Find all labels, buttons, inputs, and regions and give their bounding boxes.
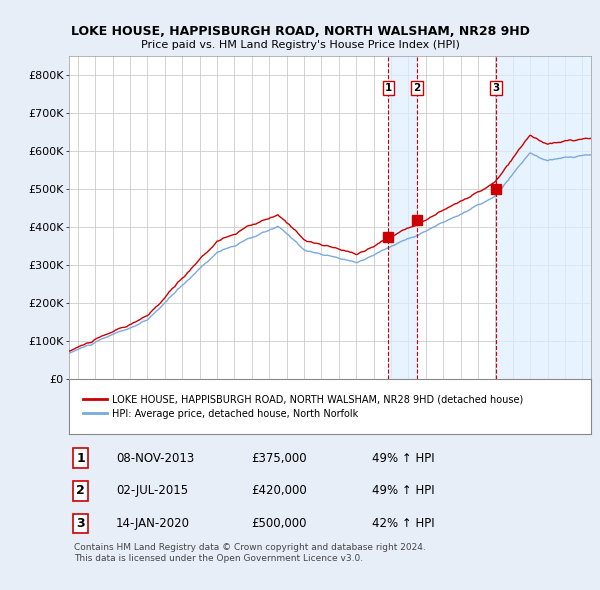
Text: 14-JAN-2020: 14-JAN-2020 [116,517,190,530]
Text: 02-JUL-2015: 02-JUL-2015 [116,484,188,497]
Text: Contains HM Land Registry data © Crown copyright and database right 2024.
This d: Contains HM Land Registry data © Crown c… [74,543,426,563]
Text: LOKE HOUSE, HAPPISBURGH ROAD, NORTH WALSHAM, NR28 9HD: LOKE HOUSE, HAPPISBURGH ROAD, NORTH WALS… [71,25,529,38]
Text: 3: 3 [76,517,85,530]
Text: 49% ↑ HPI: 49% ↑ HPI [372,484,434,497]
Text: £500,000: £500,000 [252,517,307,530]
Text: 08-NOV-2013: 08-NOV-2013 [116,451,194,464]
Text: Price paid vs. HM Land Registry's House Price Index (HPI): Price paid vs. HM Land Registry's House … [140,40,460,50]
Text: 1: 1 [385,83,392,93]
Text: £420,000: £420,000 [252,484,307,497]
Legend: LOKE HOUSE, HAPPISBURGH ROAD, NORTH WALSHAM, NR28 9HD (detached house), HPI: Ave: LOKE HOUSE, HAPPISBURGH ROAD, NORTH WALS… [79,391,527,422]
Bar [496,56,591,379]
Text: 42% ↑ HPI: 42% ↑ HPI [372,517,434,530]
Text: 1: 1 [76,451,85,464]
Text: £375,000: £375,000 [252,451,307,464]
Text: 2: 2 [413,83,421,93]
Bar [388,56,417,379]
Text: 3: 3 [493,83,500,93]
Text: 2: 2 [76,484,85,497]
Text: 49% ↑ HPI: 49% ↑ HPI [372,451,434,464]
